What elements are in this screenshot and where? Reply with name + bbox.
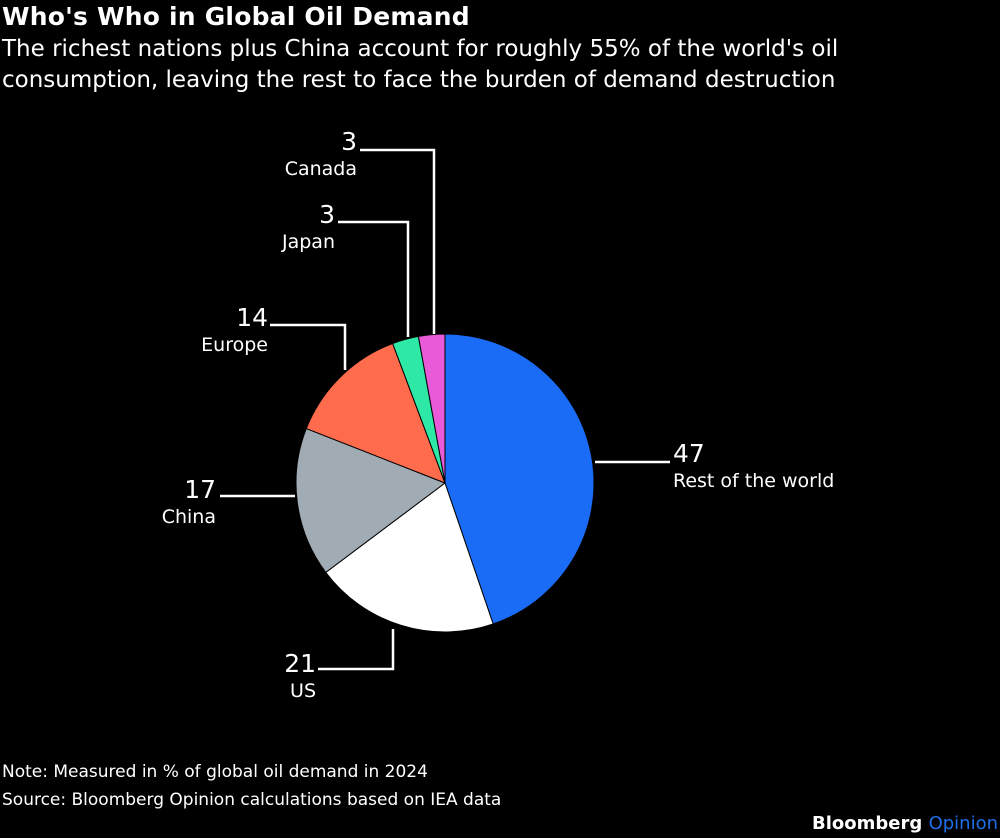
- pie-leader-lines: [220, 148, 670, 671]
- pie-slice-rest-of-the-world: [444, 333, 595, 625]
- chart-subtitle: The richest nations plus China account f…: [2, 36, 839, 93]
- leader-line-japan: [338, 220, 410, 337]
- pie-slice-europe: [305, 342, 446, 484]
- leader-line-europe: [270, 323, 347, 370]
- brand-product: Opinion: [928, 813, 998, 834]
- data-label-china: 17: [184, 475, 216, 504]
- chart-title: Who's Who in Global Oil Demand: [2, 2, 470, 31]
- category-label-china: China: [162, 506, 216, 528]
- pie-slice-china: [295, 427, 447, 574]
- data-label-rest-of-the-world: 47: [673, 439, 705, 468]
- pie-slices: [295, 333, 595, 633]
- data-label-canada: 3: [341, 127, 357, 156]
- pie-slice-us: [325, 482, 494, 633]
- category-label-us: US: [290, 680, 316, 702]
- brand-logo: Bloomberg Opinion: [812, 813, 998, 834]
- brand-name: Bloomberg: [812, 813, 923, 834]
- pie-slice-canada: [417, 333, 446, 484]
- category-label-japan: Japan: [281, 231, 335, 253]
- category-label-canada: Canada: [285, 158, 357, 180]
- data-label-us: 21: [284, 649, 316, 678]
- data-label-japan: 3: [319, 200, 335, 229]
- chart-note: Note: Measured in % of global oil demand…: [2, 762, 428, 782]
- category-label-rest-of-the-world: Rest of the world: [673, 470, 834, 492]
- chart-source: Source: Bloomberg Opinion calculations b…: [2, 790, 502, 810]
- leader-line-us: [318, 629, 395, 671]
- leader-line-canada: [360, 148, 436, 334]
- category-label-europe: Europe: [201, 334, 268, 356]
- data-label-europe: 14: [236, 303, 268, 332]
